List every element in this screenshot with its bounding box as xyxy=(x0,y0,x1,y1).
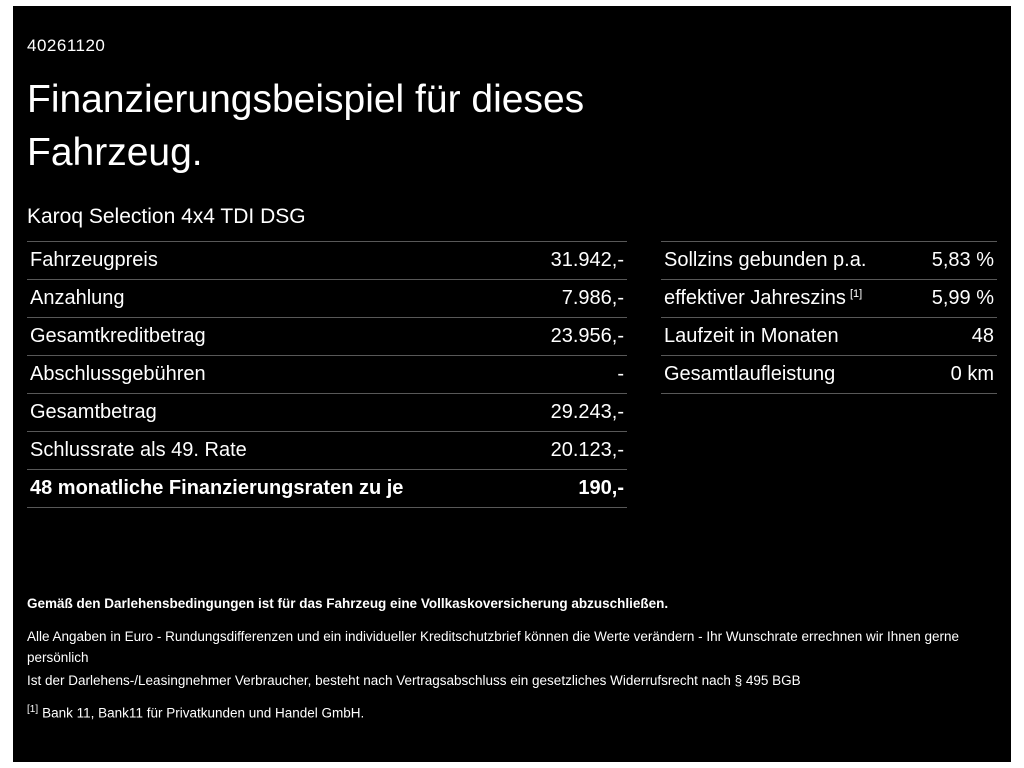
row-label: Schlussrate als 49. Rate xyxy=(30,439,247,462)
table-row: Gesamtlaufleistung 0 km xyxy=(661,355,997,395)
footnote-text: Bank 11, Bank11 für Privatkunden und Han… xyxy=(42,705,365,721)
document-id: 40261120 xyxy=(27,36,106,55)
row-label: Gesamtkreditbetrag xyxy=(30,325,206,348)
footnote-marker: [1] xyxy=(27,703,39,715)
row-label: Sollzins gebunden p.a. xyxy=(664,249,867,272)
row-value: 190,- xyxy=(578,477,624,500)
row-value: 20.123,- xyxy=(550,439,624,462)
table-row: Gesamtkreditbetrag 23.956,- xyxy=(27,317,627,355)
row-label: effektiver Jahreszins [1] xyxy=(664,287,863,310)
row-label: Laufzeit in Monaten xyxy=(664,325,839,348)
legal-footer: Gemäß den Darlehensbedingungen ist für d… xyxy=(27,594,997,724)
table-row: Sollzins gebunden p.a. 5,83 % xyxy=(661,241,997,279)
vehicle-model-subtitle: Karoq Selection 4x4 TDI DSG xyxy=(27,205,306,229)
table-row: Anzahlung 7.986,- xyxy=(27,279,627,317)
insurance-requirement-note: Gemäß den Darlehensbedingungen ist für d… xyxy=(27,596,669,611)
row-value: 48 xyxy=(971,325,994,348)
row-label: 48 monatliche Finanzierungsraten zu je xyxy=(30,477,404,500)
table-row: Schlussrate als 49. Rate 20.123,- xyxy=(27,431,627,469)
page-title: Finanzierungsbeispiel für dieses Fahrzeu… xyxy=(27,78,585,174)
conditions-table: Sollzins gebunden p.a. 5,83 % effektiver… xyxy=(661,241,997,395)
row-value: 29.243,- xyxy=(550,401,624,424)
row-value: 5,99 % xyxy=(931,287,994,310)
row-value: 0 km xyxy=(950,363,994,386)
row-label: Anzahlung xyxy=(30,287,125,310)
table-row: Abschlussgebühren - xyxy=(27,355,627,393)
finance-breakdown-table: Fahrzeugpreis 31.942,- Anzahlung 7.986,-… xyxy=(27,241,627,509)
bank-footnote: [1] Bank 11, Bank11 für Privatkunden und … xyxy=(27,702,997,724)
row-value: - xyxy=(617,363,624,386)
row-value: 7.986,- xyxy=(561,287,624,310)
table-row: Gesamtbetrag 29.243,- xyxy=(27,393,627,431)
row-value: 23.956,- xyxy=(550,325,624,348)
row-label: Gesamtbetrag xyxy=(30,401,157,424)
disclaimer-note-1: Alle Angaben in Euro - Rundungsdifferenz… xyxy=(27,628,960,665)
financing-tables: Fahrzeugpreis 31.942,- Anzahlung 7.986,-… xyxy=(27,241,997,509)
table-row: effektiver Jahreszins [1] 5,99 % xyxy=(661,279,997,317)
row-label: Abschlussgebühren xyxy=(30,363,206,386)
row-label: Fahrzeugpreis xyxy=(30,249,158,272)
table-row: Laufzeit in Monaten 48 xyxy=(661,317,997,355)
row-label: Gesamtlaufleistung xyxy=(664,363,836,386)
table-row: Fahrzeugpreis 31.942,- xyxy=(27,241,627,279)
row-value: 31.942,- xyxy=(550,249,624,272)
footnote-marker: [1] xyxy=(849,287,863,300)
financing-example-panel: 40261120 Finanzierungsbeispiel für diese… xyxy=(13,6,1011,762)
disclaimer-note-2: Ist der Darlehens-/Leasingnehmer Verbrau… xyxy=(27,672,801,688)
table-row-monthly-rate: 48 monatliche Finanzierungsraten zu je 1… xyxy=(27,469,627,509)
row-value: 5,83 % xyxy=(931,249,994,272)
